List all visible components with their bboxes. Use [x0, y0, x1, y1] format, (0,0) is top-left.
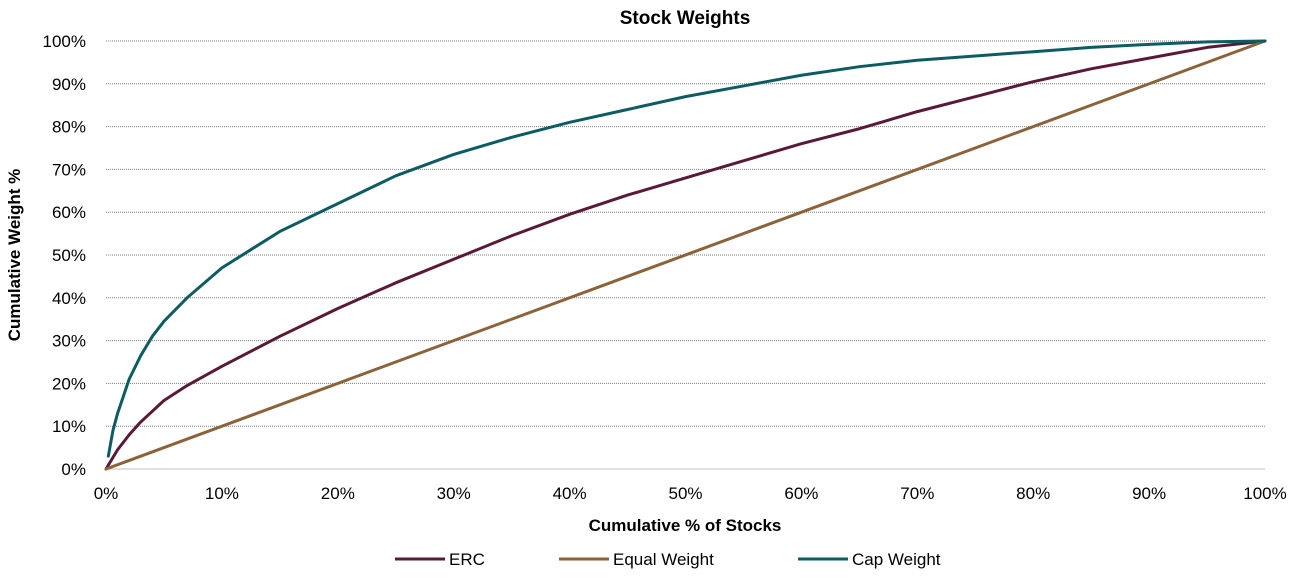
y-tick-label: 40% — [52, 289, 86, 308]
x-tick-label: 20% — [321, 484, 355, 503]
x-tick-label: 30% — [437, 484, 471, 503]
y-tick-label: 50% — [52, 246, 86, 265]
y-axis-ticks: 0% 10% 20% 30% 40% 50% 60% 70% 80% 90% 100% — [43, 32, 86, 479]
y-tick-label: 30% — [52, 332, 86, 351]
y-tick-label: 80% — [52, 118, 86, 137]
y-tick-label: 20% — [52, 374, 86, 393]
y-tick-label: 0% — [61, 460, 86, 479]
x-tick-label: 90% — [1132, 484, 1166, 503]
x-axis-ticks: 0% 10% 20% 30% 40% 50% 60% 70% 80% 90% 100% — [94, 484, 1287, 503]
x-tick-label: 0% — [94, 484, 119, 503]
series-lines — [106, 41, 1265, 469]
chart-title: Stock Weights — [620, 8, 751, 29]
x-axis-label: Cumulative % of Stocks — [589, 516, 782, 535]
y-tick-label: 90% — [52, 75, 86, 94]
y-tick-label: 100% — [43, 32, 86, 51]
gridlines — [106, 41, 1265, 426]
legend-item-erc: ERC — [395, 550, 485, 569]
legend-label: ERC — [449, 550, 485, 569]
y-tick-label: 70% — [52, 160, 86, 179]
x-tick-label: 50% — [668, 484, 702, 503]
x-tick-label: 10% — [205, 484, 239, 503]
series-line-equal-weight — [106, 41, 1265, 469]
series-line-cap-weight — [108, 41, 1265, 456]
x-tick-label: 100% — [1243, 484, 1286, 503]
legend-label: Equal Weight — [613, 550, 714, 569]
x-tick-label: 40% — [553, 484, 587, 503]
legend: ERC Equal Weight Cap Weight — [395, 550, 941, 569]
x-tick-label: 70% — [900, 484, 934, 503]
x-tick-label: 60% — [784, 484, 818, 503]
x-tick-label: 80% — [1016, 484, 1050, 503]
legend-item-cap-weight: Cap Weight — [798, 550, 941, 569]
y-tick-label: 60% — [52, 203, 86, 222]
legend-label: Cap Weight — [852, 550, 941, 569]
y-tick-label: 10% — [52, 417, 86, 436]
legend-item-equal-weight: Equal Weight — [559, 550, 714, 569]
y-axis-label: Cumulative Weight % — [5, 169, 24, 342]
